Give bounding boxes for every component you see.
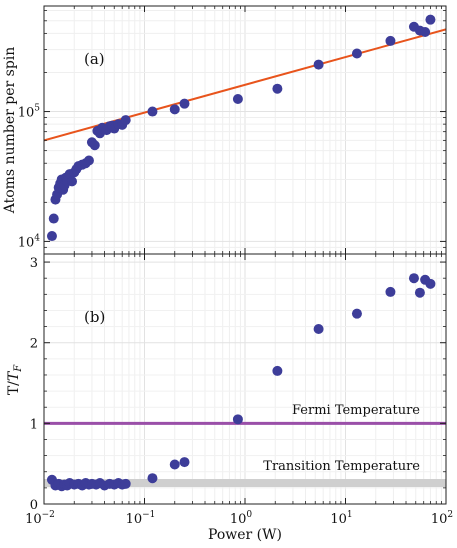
x-tick-labels: 10−2 10−1 100 101 102 <box>25 510 453 527</box>
panel-b-data-point <box>425 278 436 289</box>
panel-b-points <box>46 273 436 492</box>
panel-b-data-point <box>351 308 362 319</box>
panel-b-y-tick-label: 2 <box>30 337 38 352</box>
x-axis-label: Power (W) <box>208 527 282 543</box>
panel-b-data-point <box>120 478 131 489</box>
panel-b-label: (b) <box>84 308 105 326</box>
panel-a-data-point <box>385 35 396 46</box>
panel-b-data-point <box>169 459 180 470</box>
panel-a-data-point <box>232 93 243 104</box>
panel-a-y-tick-label: 104 <box>18 233 41 250</box>
x-tick-label: 101 <box>330 510 352 527</box>
panel-a-data-point <box>48 213 59 224</box>
x-tick-label: 102 <box>431 510 453 527</box>
panel-a-data-point <box>351 48 362 59</box>
panel-a-data-point <box>425 14 436 25</box>
panel-a-data-point <box>313 59 324 70</box>
panel-a-data-point <box>67 176 78 187</box>
panel-b-y-axis-label: T/TF <box>6 364 24 395</box>
panel-a-label: (a) <box>84 50 105 68</box>
panel-b-data-point <box>179 457 190 468</box>
panel-b-data-point <box>147 473 158 484</box>
panel-a-y-axis-label: Atoms number per spin <box>2 47 18 215</box>
panel-a-y-tick-label: 105 <box>18 104 41 121</box>
panel-b-data-point <box>385 286 396 297</box>
x-tick-label: 10−2 <box>25 510 55 527</box>
transition-temperature-label: Transition Temperature <box>263 459 420 474</box>
panel-b-data-point <box>232 414 243 425</box>
transition-band-layer <box>44 479 446 488</box>
panel-a-data-point <box>89 140 100 151</box>
panel-b-data-point <box>408 273 419 284</box>
fermi-temperature-label: Fermi Temperature <box>292 403 420 418</box>
x-tick-label: 100 <box>230 510 253 527</box>
panel-b-y-tick-labels: 0 1 2 3 <box>30 256 38 513</box>
panel-a: 104 105 (a) Atoms number per spin <box>2 5 447 255</box>
panel-b-y-tick-label: 3 <box>30 256 38 271</box>
x-tick-label: 10−1 <box>126 510 156 527</box>
panel-a-data-point <box>120 115 131 126</box>
panel-a-y-tick-labels: 104 105 <box>18 104 41 251</box>
panel-b-y-tick-label: 1 <box>30 417 38 432</box>
panel-a-data-point <box>83 155 94 166</box>
panel-b-data-point <box>313 324 324 334</box>
panel-b: 0 1 2 3 (b) T/TF Fermi Temperature Transiti… <box>6 253 447 513</box>
panel-b-data-point <box>414 287 425 298</box>
panel-a-points <box>46 14 436 242</box>
panel-b-ticks <box>43 254 447 505</box>
panel-a-data-point <box>46 231 57 242</box>
panel-b-data-point <box>272 365 283 376</box>
panel-a-data-point <box>147 106 158 117</box>
panel-a-data-point <box>272 83 283 94</box>
panel-b-y-tick-label: 0 <box>30 498 38 513</box>
panel-a-data-point <box>420 26 431 37</box>
panel-a-data-point <box>169 104 180 115</box>
transition-temperature-band <box>44 479 446 488</box>
panel-a-data-point <box>179 98 190 109</box>
